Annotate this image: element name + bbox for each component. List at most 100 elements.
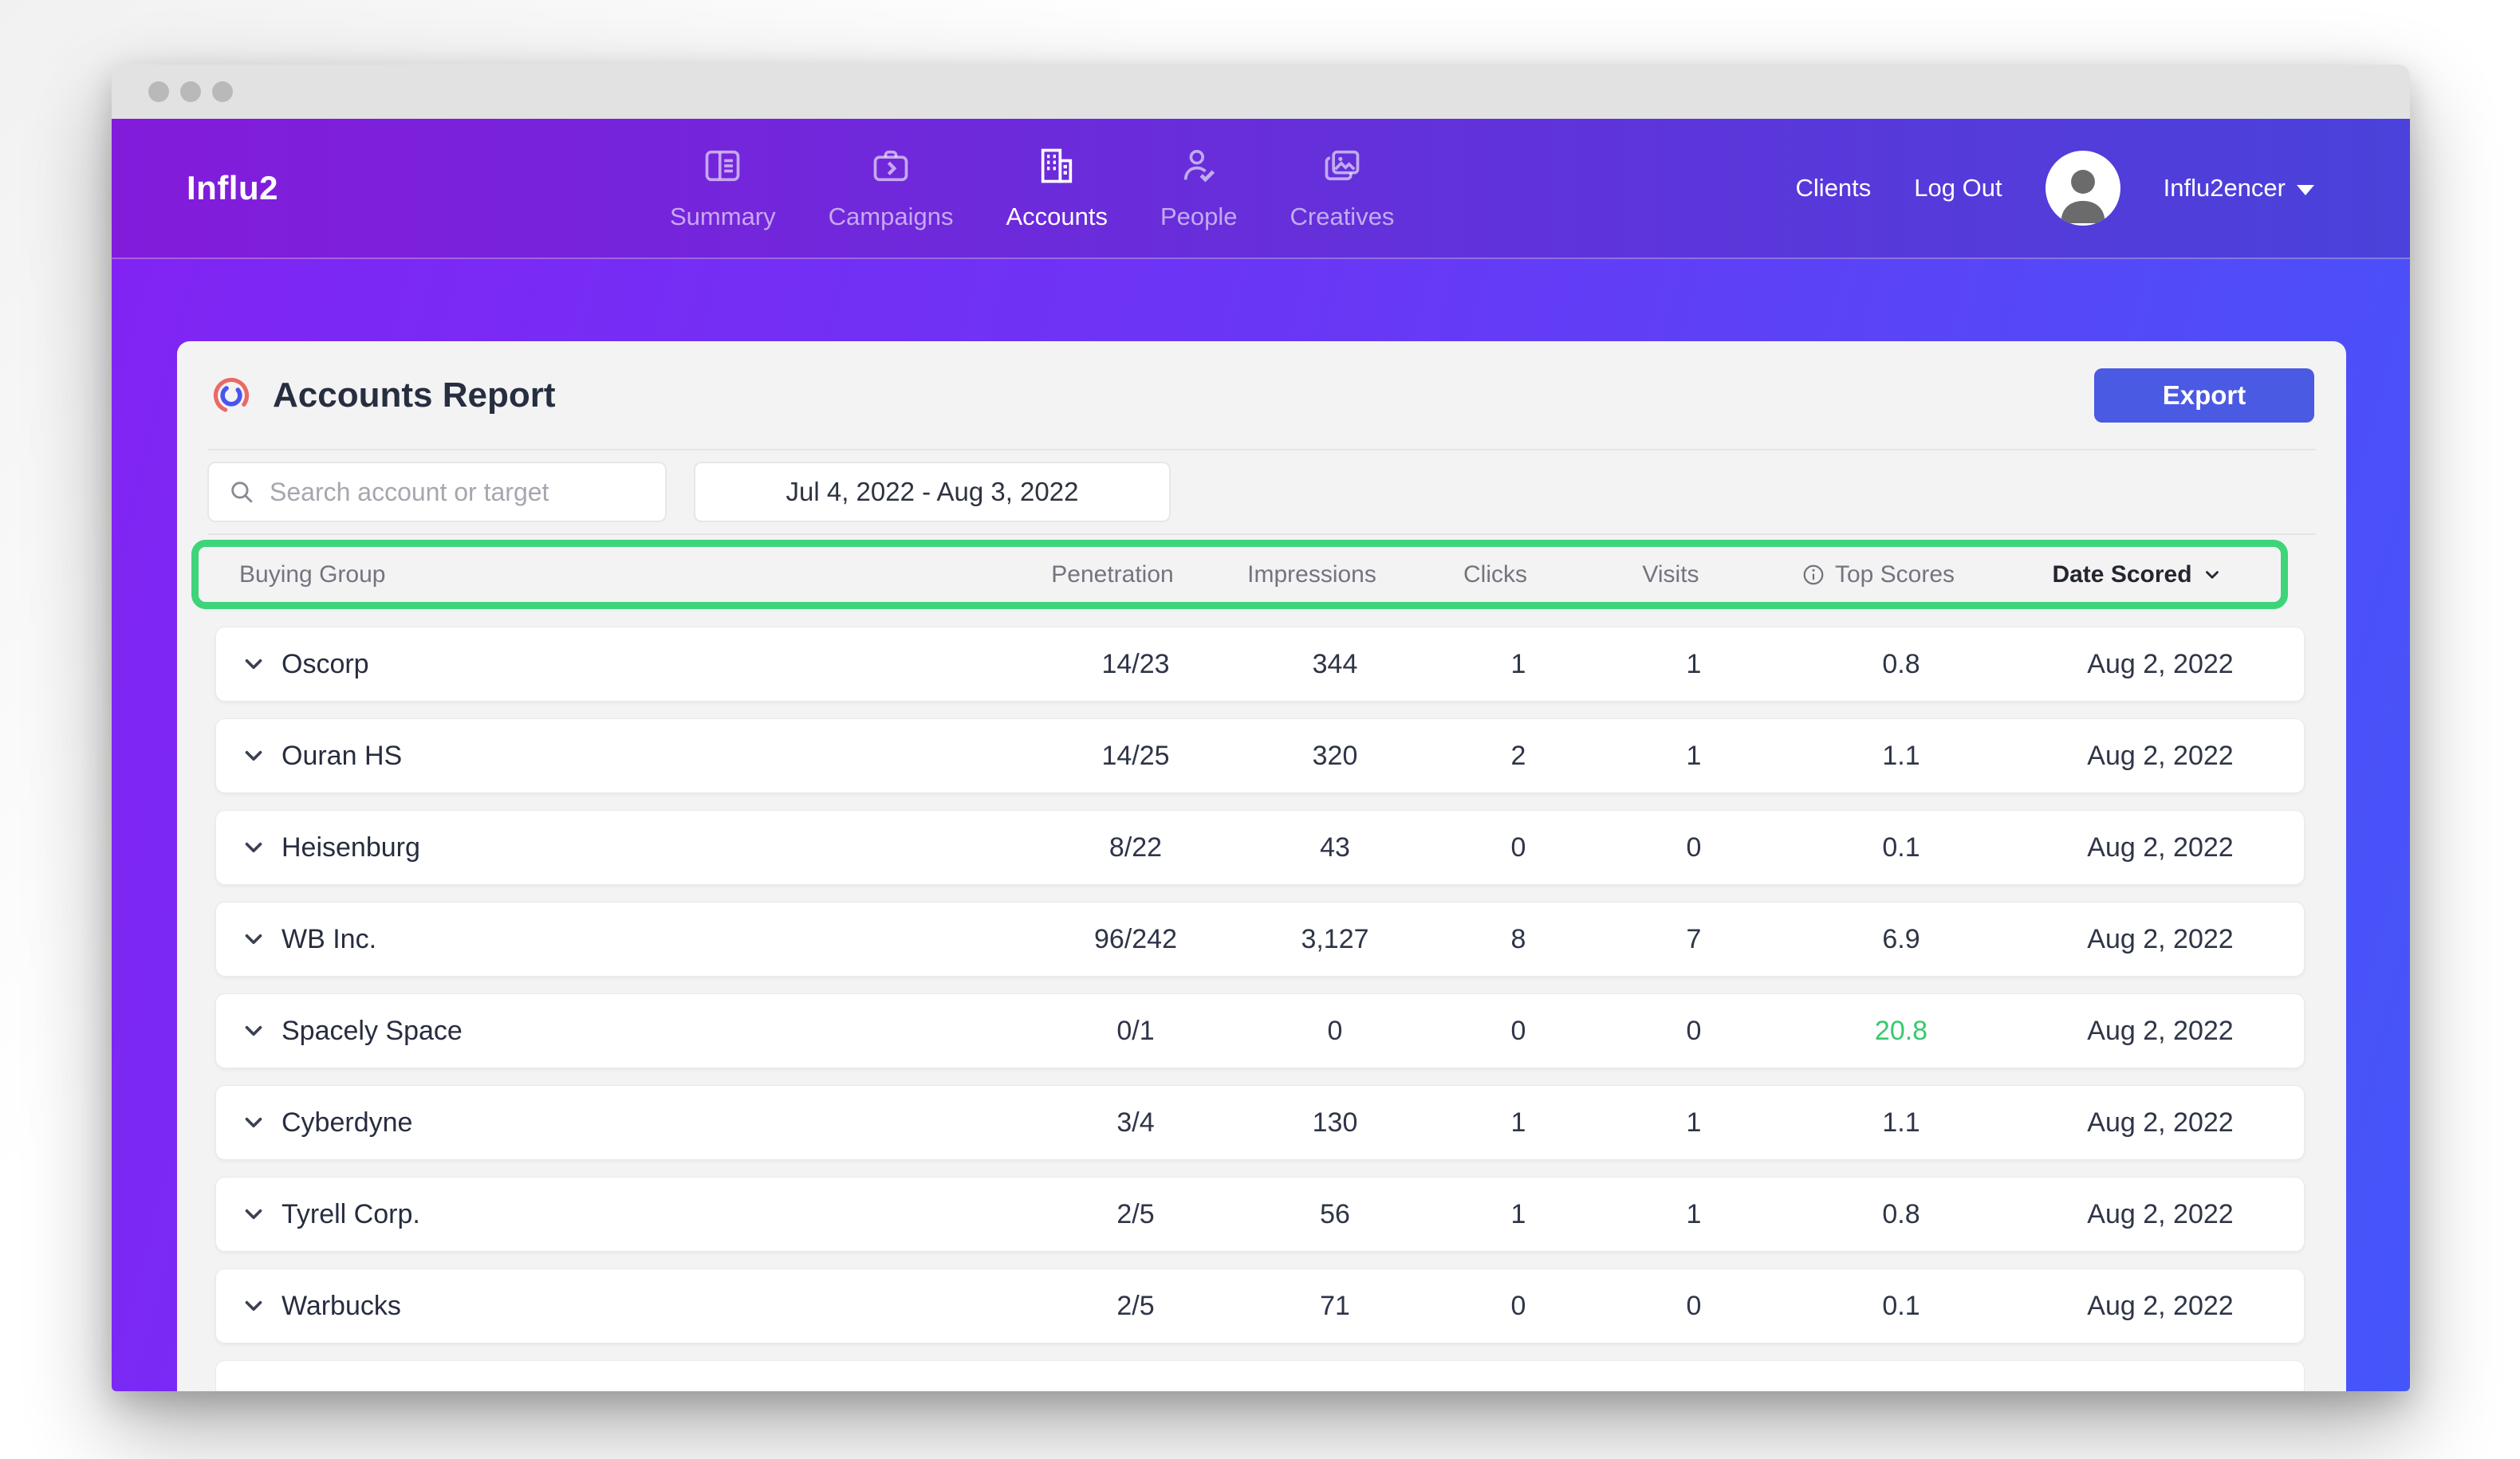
filters-bar: Jul 4, 2022 - Aug 3, 2022 — [177, 450, 2346, 533]
nav-item-campaigns[interactable]: Campaigns — [829, 145, 953, 231]
buying-group-cell: Ouran HS — [240, 741, 1036, 772]
search-icon — [231, 482, 253, 503]
visits-value: 0 — [1686, 1290, 1702, 1321]
clients-link[interactable]: Clients — [1795, 174, 1872, 202]
date-scored-value: Aug 2, 2022 — [2087, 832, 2234, 863]
expand-chevron-down-icon[interactable] — [240, 834, 267, 861]
influ2-logo-mark-icon — [213, 377, 250, 413]
expand-chevron-down-icon[interactable] — [240, 926, 267, 953]
column-header-buying-group[interactable]: Buying Group — [239, 560, 386, 588]
buying-group-name: Tyrell Corp. — [282, 1198, 420, 1229]
caret-down-icon — [2297, 184, 2314, 195]
nav-item-label: Summary — [670, 203, 776, 230]
column-header-clicks[interactable]: Clicks — [1463, 560, 1527, 588]
expand-chevron-down-icon[interactable] — [240, 1017, 267, 1044]
expand-chevron-down-icon[interactable] — [240, 1109, 267, 1136]
accounts-icon — [1036, 145, 1077, 193]
expand-chevron-down-icon[interactable] — [240, 1201, 267, 1228]
impressions-value: 56 — [1320, 1198, 1350, 1229]
table-row[interactable]: Warbucks 2/5 71 0 0 0.1 Aug 2, 2022 — [215, 1268, 2305, 1343]
visits-value: 1 — [1686, 1198, 1702, 1229]
visits-value: 7 — [1686, 923, 1702, 954]
buying-group-cell: Tyrell Corp. — [240, 1199, 1036, 1230]
top-score-value: 0.1 — [1882, 832, 1920, 863]
nav-item-creatives[interactable]: Creatives — [1290, 145, 1395, 231]
column-header-impressions[interactable]: Impressions — [1247, 560, 1376, 588]
column-header-label: Date Scored — [2052, 560, 2192, 588]
date-scored-value: Aug 2, 2022 — [2087, 923, 2234, 954]
table-row[interactable]: Tyrell Corp. 2/5 56 1 1 0.8 Aug 2, 2022 — [215, 1177, 2305, 1252]
clicks-value: 1 — [1510, 1198, 1526, 1229]
column-header-visits[interactable]: Visits — [1642, 560, 1699, 588]
search-input[interactable] — [270, 477, 646, 507]
buying-group-name: Ouran HS — [282, 740, 403, 771]
top-score-value: 6.9 — [1882, 923, 1920, 954]
column-header-penetration[interactable]: Penetration — [1051, 560, 1174, 588]
brand-logo[interactable]: Influ2 — [187, 169, 278, 206]
impressions-value: 71 — [1320, 1290, 1350, 1321]
penetration-value: 8/22 — [1108, 832, 1163, 863]
penetration-value: 2/5 — [1116, 1198, 1155, 1229]
buying-group-cell: Oscorp — [240, 649, 1036, 680]
impressions-value: 3,127 — [1301, 923, 1369, 954]
nav-item-label: Accounts — [1006, 203, 1108, 230]
table-header-row: Buying Group Penetration Impressions Cli… — [199, 547, 2281, 602]
impressions-value: 320 — [1312, 740, 1358, 771]
window-close-button[interactable] — [148, 81, 169, 102]
buying-group-name: Heisenburg — [282, 832, 420, 863]
column-header-top-scores[interactable]: Top Scores — [1762, 561, 1994, 588]
buying-group-name: Warbucks — [282, 1290, 401, 1321]
page-background: Accounts Report Export Jul 4, 2022 - Aug… — [112, 259, 2410, 1391]
top-nav: Influ2 Summary — [112, 119, 2410, 259]
summary-icon — [702, 145, 743, 193]
impressions-value: 43 — [1320, 832, 1350, 863]
accounts-report-card: Accounts Report Export Jul 4, 2022 - Aug… — [177, 341, 2346, 1391]
table-row-partial[interactable] — [215, 1360, 2305, 1391]
logout-link[interactable]: Log Out — [1914, 174, 2002, 202]
top-score-value: 1.1 — [1882, 740, 1920, 771]
clicks-value: 0 — [1510, 1290, 1526, 1321]
expand-chevron-down-icon[interactable] — [240, 1292, 267, 1319]
date-range-picker[interactable]: Jul 4, 2022 - Aug 3, 2022 — [694, 462, 1171, 522]
top-score-value: 0.8 — [1882, 648, 1920, 679]
export-button[interactable]: Export — [2094, 368, 2314, 423]
nav-item-people[interactable]: People — [1160, 145, 1238, 231]
buying-group-cell: Warbucks — [240, 1291, 1036, 1322]
table-row[interactable]: Heisenburg 8/22 43 0 0 0.1 Aug 2, 2022 — [215, 810, 2305, 885]
nav-item-label: Creatives — [1290, 203, 1395, 230]
expand-chevron-down-icon[interactable] — [240, 651, 267, 678]
penetration-value: 96/242 — [1094, 923, 1177, 954]
date-scored-value: Aug 2, 2022 — [2087, 1198, 2234, 1229]
expand-chevron-down-icon[interactable] — [240, 742, 267, 769]
table-row[interactable]: Spacely Space 0/1 0 0 0 20.8 Aug 2, 2022 — [215, 993, 2305, 1068]
buying-group-cell: Heisenburg — [240, 832, 1036, 863]
people-icon — [1178, 145, 1219, 193]
app-window: Influ2 Summary — [112, 65, 2410, 1391]
campaigns-icon — [870, 145, 912, 193]
search-box — [207, 462, 667, 522]
avatar[interactable] — [2045, 151, 2120, 226]
nav-item-label: People — [1160, 203, 1238, 230]
info-icon — [1803, 564, 1824, 584]
window-zoom-button[interactable] — [212, 81, 233, 102]
card-header: Accounts Report Export — [177, 341, 2346, 449]
clicks-value: 1 — [1510, 1107, 1526, 1138]
buying-group-name: Spacely Space — [282, 1015, 463, 1046]
nav-items: Summary Campaigns — [670, 119, 1394, 258]
visits-value: 0 — [1686, 1015, 1702, 1046]
table-row[interactable]: Oscorp 14/23 344 1 1 0.8 Aug 2, 2022 — [215, 627, 2305, 702]
table-row[interactable]: Ouran HS 14/25 320 2 1 1.1 Aug 2, 2022 — [215, 718, 2305, 793]
table-row[interactable]: WB Inc. 96/242 3,127 8 7 6.9 Aug 2, 2022 — [215, 902, 2305, 977]
date-scored-value: Aug 2, 2022 — [2087, 1107, 2234, 1138]
table-row[interactable]: Cyberdyne 3/4 130 1 1 1.1 Aug 2, 2022 — [215, 1085, 2305, 1160]
nav-item-summary[interactable]: Summary — [670, 145, 776, 231]
buying-group-cell: WB Inc. — [240, 924, 1036, 955]
impressions-value: 0 — [1327, 1015, 1343, 1046]
account-menu[interactable]: Influ2encer — [2164, 174, 2314, 203]
column-header-date-scored[interactable]: Date Scored — [1994, 561, 2281, 588]
window-minimize-button[interactable] — [180, 81, 201, 102]
impressions-value: 344 — [1312, 648, 1358, 679]
nav-item-accounts[interactable]: Accounts — [1006, 145, 1108, 231]
table-header-highlight: Buying Group Penetration Impressions Cli… — [191, 540, 2288, 609]
table-rows: Oscorp 14/23 344 1 1 0.8 Aug 2, 2022 Our… — [215, 627, 2305, 1343]
